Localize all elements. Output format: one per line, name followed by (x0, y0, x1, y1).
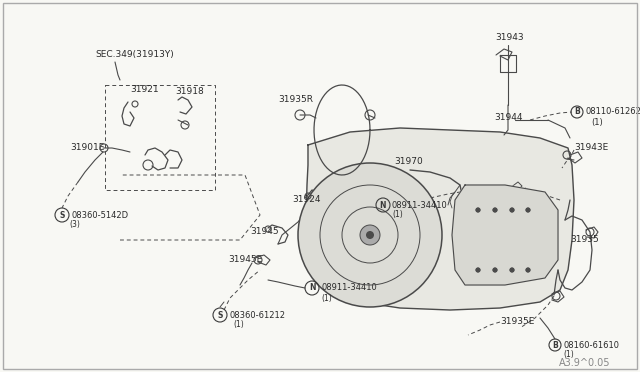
Text: 31918: 31918 (175, 87, 204, 96)
Circle shape (526, 268, 530, 272)
Text: 08160-61610: 08160-61610 (563, 340, 619, 350)
Text: N: N (308, 283, 316, 292)
Text: 31945: 31945 (250, 228, 278, 237)
Text: (3): (3) (70, 221, 81, 230)
Text: 08360-61212: 08360-61212 (230, 311, 286, 320)
Circle shape (510, 268, 514, 272)
Circle shape (493, 268, 497, 272)
Circle shape (360, 225, 380, 245)
Circle shape (493, 268, 497, 272)
Text: S: S (218, 311, 223, 320)
Polygon shape (452, 185, 558, 285)
Text: 08110-61262: 08110-61262 (585, 108, 640, 116)
Text: A3.9^0.05: A3.9^0.05 (559, 358, 610, 368)
Text: 08360-5142D: 08360-5142D (72, 211, 129, 219)
Text: 31943E: 31943E (574, 144, 608, 153)
Circle shape (510, 208, 514, 212)
Text: 31944: 31944 (494, 113, 522, 122)
Text: 31901E: 31901E (70, 144, 104, 153)
Text: S: S (60, 211, 65, 219)
Text: 31935R: 31935R (278, 96, 313, 105)
Text: 31943: 31943 (495, 33, 524, 42)
Text: B: B (574, 108, 580, 116)
Text: (1): (1) (591, 118, 603, 126)
Text: 31935: 31935 (570, 235, 599, 244)
Circle shape (526, 268, 530, 272)
Circle shape (493, 208, 497, 212)
Text: (1): (1) (392, 209, 403, 218)
Circle shape (476, 268, 480, 272)
Text: B: B (552, 340, 558, 350)
Text: 31935E: 31935E (500, 317, 534, 327)
Circle shape (476, 208, 480, 212)
Circle shape (526, 208, 530, 212)
Text: (1): (1) (564, 350, 574, 359)
Circle shape (298, 163, 442, 307)
Text: SEC.349(31913Y): SEC.349(31913Y) (95, 51, 173, 60)
Text: (1): (1) (321, 294, 332, 302)
Circle shape (510, 268, 514, 272)
Circle shape (366, 231, 374, 239)
Text: 31924: 31924 (292, 196, 321, 205)
Text: 08911-34410: 08911-34410 (392, 201, 448, 209)
Polygon shape (306, 128, 574, 310)
Text: (1): (1) (234, 321, 244, 330)
Text: 08911-34410: 08911-34410 (321, 283, 377, 292)
Text: 31970: 31970 (394, 157, 423, 167)
Circle shape (476, 208, 480, 212)
Text: 31945E: 31945E (228, 256, 262, 264)
Circle shape (526, 208, 530, 212)
Circle shape (476, 268, 480, 272)
Text: 31921: 31921 (130, 86, 159, 94)
Circle shape (510, 208, 514, 212)
Circle shape (493, 208, 497, 212)
Text: N: N (380, 201, 387, 209)
